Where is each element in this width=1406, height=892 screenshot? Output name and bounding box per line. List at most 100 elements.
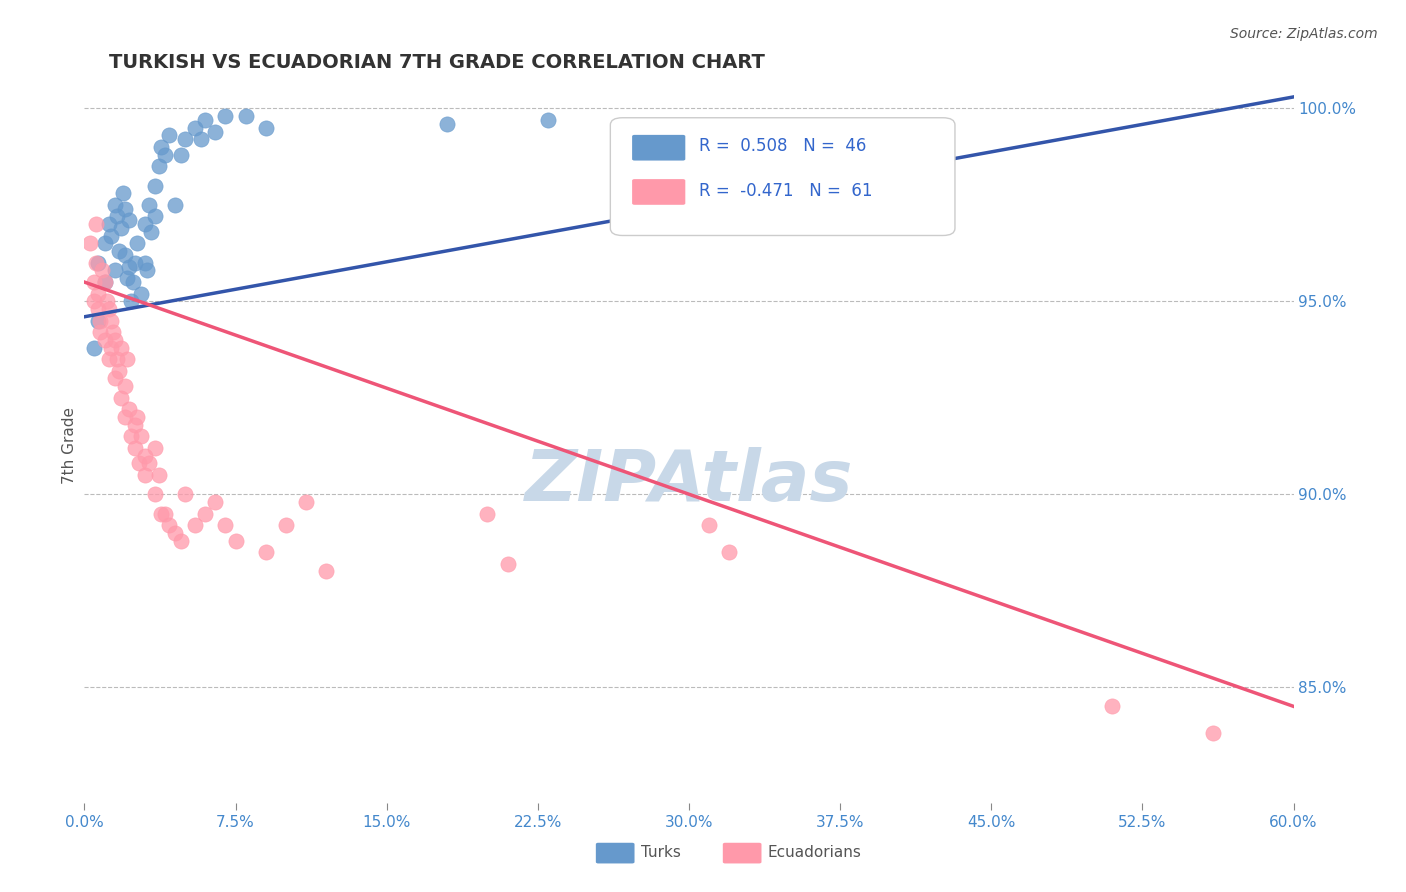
Point xyxy=(89,313,111,327)
Point xyxy=(537,113,560,128)
Point xyxy=(194,507,217,521)
Point xyxy=(148,159,170,173)
Point xyxy=(254,545,277,559)
Point xyxy=(101,325,124,339)
FancyBboxPatch shape xyxy=(633,135,685,161)
Point xyxy=(235,109,257,123)
Point xyxy=(100,313,122,327)
Point xyxy=(107,364,129,378)
Point xyxy=(105,210,128,224)
Point xyxy=(115,271,138,285)
Point xyxy=(1202,726,1225,740)
Point xyxy=(184,518,207,533)
Point xyxy=(190,132,212,146)
Point xyxy=(79,236,101,251)
FancyBboxPatch shape xyxy=(633,179,685,205)
Point xyxy=(110,341,132,355)
Text: R =  0.508   N =  46: R = 0.508 N = 46 xyxy=(699,137,866,155)
Point xyxy=(83,275,105,289)
Point xyxy=(100,341,122,355)
Point xyxy=(83,294,105,309)
Point xyxy=(114,379,136,393)
Point xyxy=(1101,699,1123,714)
Point xyxy=(134,467,156,482)
Point xyxy=(254,120,277,135)
Text: Turks: Turks xyxy=(641,846,681,860)
Point xyxy=(111,186,134,201)
Point xyxy=(114,248,136,262)
Point xyxy=(118,260,141,274)
Point xyxy=(104,333,127,347)
Point xyxy=(165,525,187,540)
Point xyxy=(157,128,180,143)
Point xyxy=(184,120,207,135)
Point xyxy=(143,210,166,224)
Point xyxy=(134,256,156,270)
Point xyxy=(214,109,236,123)
Point xyxy=(125,236,148,251)
Point xyxy=(110,391,132,405)
Point xyxy=(170,148,193,162)
Point xyxy=(96,294,118,309)
Text: Ecuadorians: Ecuadorians xyxy=(768,846,862,860)
Point xyxy=(697,518,720,533)
Point xyxy=(143,178,166,193)
Point xyxy=(149,507,172,521)
Point xyxy=(104,371,127,385)
Point xyxy=(93,236,115,251)
Point xyxy=(107,244,129,259)
Point xyxy=(97,217,120,231)
Text: TURKISH VS ECUADORIAN 7TH GRADE CORRELATION CHART: TURKISH VS ECUADORIAN 7TH GRADE CORRELAT… xyxy=(108,54,765,72)
Point xyxy=(138,456,160,470)
Y-axis label: 7th Grade: 7th Grade xyxy=(62,408,77,484)
Point xyxy=(83,341,105,355)
Point xyxy=(135,263,157,277)
Point xyxy=(174,132,197,146)
Point xyxy=(436,117,458,131)
Point xyxy=(118,402,141,417)
FancyBboxPatch shape xyxy=(723,843,762,863)
Text: Source: ZipAtlas.com: Source: ZipAtlas.com xyxy=(1230,27,1378,41)
Point xyxy=(718,545,741,559)
Point xyxy=(174,487,197,501)
Point xyxy=(477,507,499,521)
Point xyxy=(93,275,115,289)
Point xyxy=(148,467,170,482)
Point xyxy=(165,198,187,212)
Point xyxy=(86,217,108,231)
Point xyxy=(124,256,146,270)
Point xyxy=(204,125,226,139)
Point xyxy=(129,286,152,301)
Point xyxy=(214,518,236,533)
Point xyxy=(87,313,110,327)
Point xyxy=(93,333,115,347)
Point xyxy=(124,441,146,455)
Point xyxy=(104,198,127,212)
Point xyxy=(143,487,166,501)
Point xyxy=(87,286,110,301)
Point xyxy=(89,325,111,339)
Point xyxy=(87,256,110,270)
Point xyxy=(274,518,297,533)
Point xyxy=(114,410,136,425)
Point xyxy=(143,441,166,455)
Point xyxy=(115,352,138,367)
Point xyxy=(134,449,156,463)
Point xyxy=(124,417,146,432)
Point xyxy=(110,221,132,235)
Point xyxy=(118,213,141,227)
Point xyxy=(315,565,337,579)
Point xyxy=(120,429,142,443)
Point xyxy=(105,352,128,367)
Point xyxy=(100,228,122,243)
FancyBboxPatch shape xyxy=(610,118,955,235)
Text: R =  -0.471   N =  61: R = -0.471 N = 61 xyxy=(699,182,872,200)
Point xyxy=(295,495,318,509)
Point xyxy=(97,301,120,316)
Point xyxy=(86,256,108,270)
Point xyxy=(157,518,180,533)
Point xyxy=(120,294,142,309)
Point xyxy=(134,217,156,231)
Point xyxy=(149,140,172,154)
FancyBboxPatch shape xyxy=(596,843,634,863)
